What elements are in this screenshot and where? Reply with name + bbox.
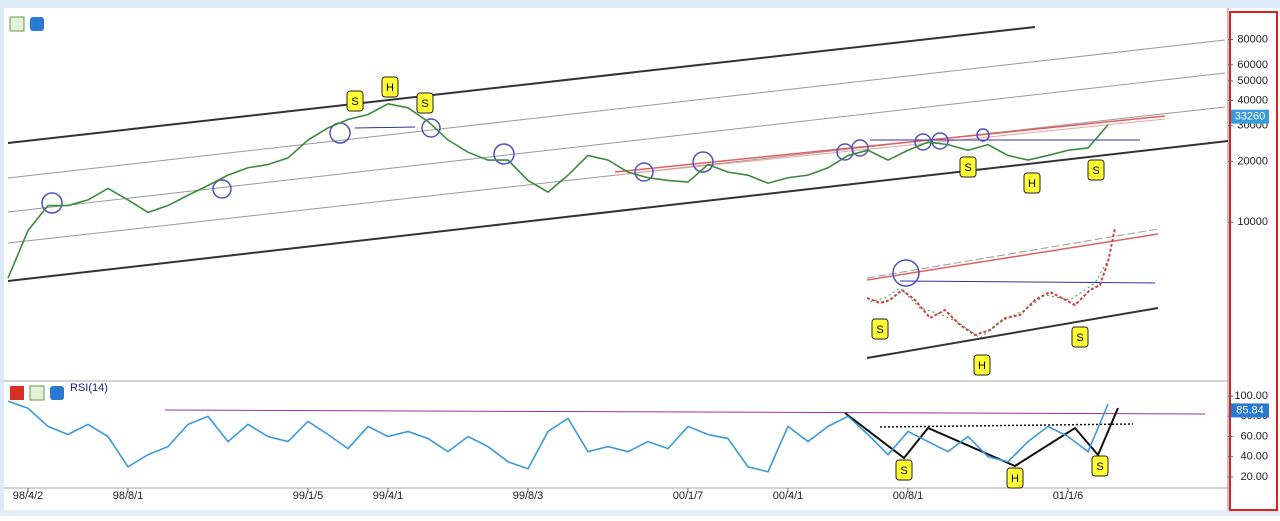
y-tick-label: 40000 [1237,94,1268,106]
pattern-label-text: S [876,324,883,336]
x-tick-label: 98/4/2 [13,490,44,502]
pattern-label: S [1091,455,1109,477]
close-icon[interactable] [10,386,24,400]
x-tick-label: 99/1/5 [293,490,324,502]
last-value-label: 85.84 [1236,404,1264,416]
pattern-label-text: S [1096,461,1103,473]
trend-lines [7,26,1229,282]
up-icon[interactable] [50,386,64,400]
left-bar [0,8,4,516]
pattern-label: S [895,459,913,481]
last-value: 85.84 [1231,403,1269,418]
pattern-label-box [1087,159,1105,181]
pattern-label-text: H [386,82,394,94]
circle-markers [41,118,990,214]
top-bar [0,0,1280,8]
pattern-label: S [416,92,434,114]
pattern-label: S [346,90,364,112]
last-value-box [1231,109,1269,124]
y-tick-label: 60000 [1237,59,1268,71]
last-value: 33260 [1231,109,1269,124]
pattern-label: H [1006,467,1024,489]
pattern-label-text: H [978,360,986,372]
last-value-label: 33260 [1235,111,1266,123]
price-line [7,102,1109,279]
pattern-label-text: S [900,465,907,477]
pattern-label: S [1071,326,1089,348]
y-tick-label: 20.00 [1240,471,1268,483]
last-value-box [1231,403,1269,418]
pattern-label-text: S [351,96,358,108]
pattern-label-box [1006,467,1024,489]
pattern-label-box [1023,172,1041,194]
down-icon[interactable] [30,17,44,31]
pattern-label-text: S [421,98,428,110]
y-tick-label: 50000 [1237,75,1268,87]
x-tick-label: 99/4/1 [373,490,404,502]
draw-tool-icon[interactable] [29,385,45,401]
pattern-label-box [871,318,889,340]
price-axis-box [1229,11,1278,511]
rsi-line [7,400,1109,473]
pattern-label-box [1091,455,1109,477]
pattern-label-box [895,459,913,481]
pattern-label-text: H [1028,178,1036,190]
x-tick-label: 98/8/1 [113,490,144,502]
pattern-label: S [871,318,889,340]
y-tick-label: 80000 [1237,33,1268,45]
rsi-overlays [164,407,1206,468]
pattern-label-box [346,90,364,112]
pattern-label-text: H [1011,473,1019,485]
y-tick-label: 20000 [1237,155,1268,167]
pattern-label: H [973,354,991,376]
x-tick-label: 00/1/7 [673,490,704,502]
x-tick-label: 99/8/3 [513,490,544,502]
pattern-label: H [381,76,399,98]
x-tick-label: 01/1/6 [1053,490,1084,502]
x-tick-label: 00/8/1 [893,490,924,502]
inset-chart [866,227,1159,359]
draw-tool-icon[interactable] [9,16,25,32]
pattern-label-box [973,354,991,376]
pattern-label: H [1023,172,1041,194]
pattern-label-text: S [964,162,971,174]
y-tick-label: 60.00 [1240,430,1268,442]
bottom-bar [0,510,1280,516]
x-tick-label: 00/4/1 [773,490,804,502]
rsi-title: RSI(14) [70,382,108,394]
pattern-label-box [416,92,434,114]
y-tick-label: 100.00 [1234,390,1268,402]
pattern-label-text: S [1092,165,1099,177]
pattern-label-text: S [1076,332,1083,344]
pattern-label-box [381,76,399,98]
pattern-label-box [959,156,977,178]
y-tick-label: 10000 [1237,216,1268,228]
y-tick-label: 40.00 [1240,451,1268,463]
pattern-label: S [1087,159,1105,181]
pattern-label: S [959,156,977,178]
pattern-label-box [1071,326,1089,348]
